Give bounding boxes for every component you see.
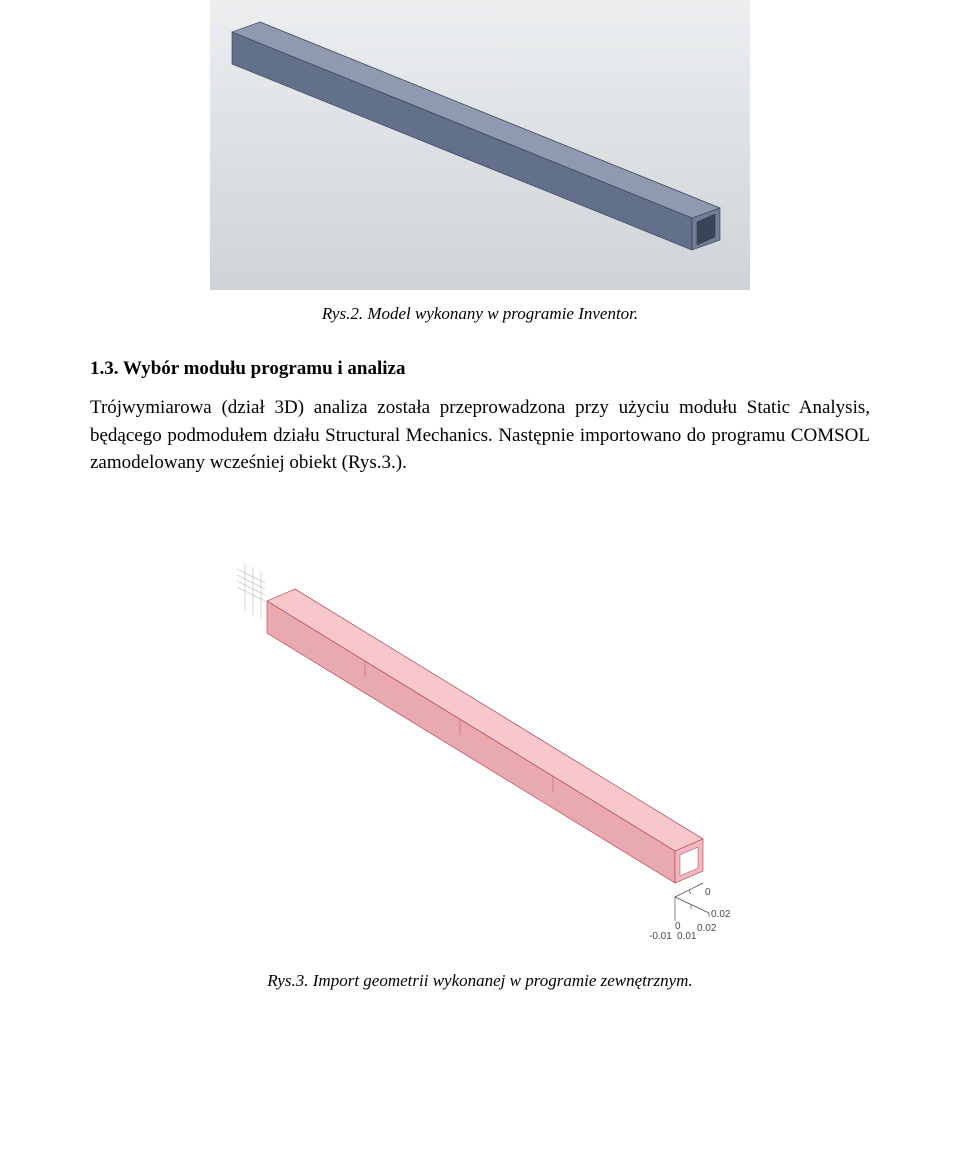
axis-label-x1: 0.02 xyxy=(711,909,730,920)
axis-label-z0: -0.01 xyxy=(649,931,672,942)
axis-label-y1: 0.02 xyxy=(697,923,716,934)
imported-geometry-svg xyxy=(205,517,755,957)
pink-beam-top-face xyxy=(267,589,703,851)
beam-side-face xyxy=(232,32,692,250)
axis-scale-indicator xyxy=(675,883,709,921)
pink-beam-side-face xyxy=(267,601,675,883)
beam-model-svg xyxy=(210,0,750,290)
figure-3-caption: Rys.3. Import geometrii wykonanej w prog… xyxy=(90,971,870,991)
section-paragraph: Trójwymiarowa (dział 3D) analiza została… xyxy=(90,394,870,477)
figure-2: Rys.2. Model wykonany w programie Invent… xyxy=(90,0,870,324)
axis-hint-left xyxy=(237,563,265,619)
beam-top-face xyxy=(232,22,720,218)
figure-2-caption: Rys.2. Model wykonany w programie Invent… xyxy=(90,304,870,324)
axis-label-z1: 0.01 xyxy=(677,931,696,942)
pink-beam-ridge xyxy=(295,589,703,839)
figure-2-viewport xyxy=(210,0,750,290)
section-heading: 1.3. Wybór modułu programu i analiza xyxy=(90,358,870,380)
figure-3: 0 0.02 0 0.02 -0.01 0.01 Rys.3. Import g… xyxy=(90,517,870,991)
axis-label-x0: 0 xyxy=(705,887,711,898)
beam-ridge-edge xyxy=(260,22,720,208)
figure-3-viewport: 0 0.02 0 0.02 -0.01 0.01 xyxy=(205,517,755,957)
